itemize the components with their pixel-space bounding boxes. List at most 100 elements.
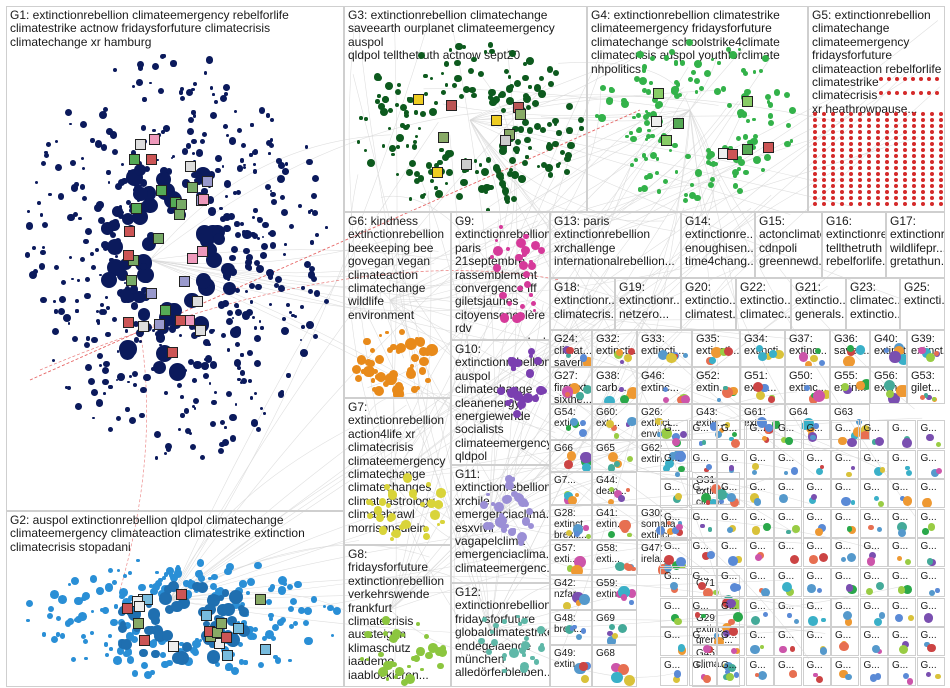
network-node xyxy=(877,526,883,532)
network-node xyxy=(733,672,740,678)
network-node xyxy=(80,634,86,640)
network-node xyxy=(875,183,881,189)
network-node xyxy=(524,136,531,144)
tiny-group-panel: G... xyxy=(688,656,717,686)
network-node xyxy=(893,195,899,201)
network-node xyxy=(729,436,734,441)
network-node xyxy=(830,135,836,141)
network-node xyxy=(252,215,256,219)
network-node xyxy=(193,82,198,87)
network-node xyxy=(113,604,118,609)
network-node xyxy=(231,316,235,320)
network-node xyxy=(416,337,426,347)
network-node xyxy=(604,395,615,403)
group-g44-panel: G44: dean... xyxy=(592,472,637,505)
network-node xyxy=(425,651,433,660)
network-node xyxy=(821,147,827,153)
tiny-group-panel: G... xyxy=(859,627,888,657)
network-node xyxy=(79,121,87,129)
network-node xyxy=(838,436,847,446)
network-node xyxy=(848,147,854,153)
network-node xyxy=(388,633,399,644)
network-node xyxy=(572,624,577,630)
network-node xyxy=(466,88,471,93)
network-edge xyxy=(489,629,675,678)
network-node xyxy=(818,553,828,563)
network-node xyxy=(923,613,934,623)
network-node xyxy=(374,374,381,380)
network-edge xyxy=(419,485,491,631)
network-node xyxy=(264,630,274,639)
network-node xyxy=(271,199,278,205)
tiny-group-panel: G... xyxy=(859,568,888,597)
network-edge xyxy=(499,12,624,281)
network-node xyxy=(628,348,635,356)
network-node xyxy=(261,235,265,239)
network-node xyxy=(54,139,58,143)
network-node xyxy=(847,526,853,532)
network-node xyxy=(219,419,226,425)
tiny-group-panel: G... xyxy=(745,656,774,686)
network-node xyxy=(534,659,540,665)
network-node xyxy=(270,118,275,123)
network-node xyxy=(840,382,850,392)
network-node xyxy=(938,189,944,195)
network-node xyxy=(860,424,869,435)
network-node xyxy=(359,657,364,662)
network-node xyxy=(430,510,440,520)
network-node xyxy=(195,273,212,289)
network-node xyxy=(619,359,625,364)
network-node xyxy=(902,672,910,680)
tiny-group-panel: G... xyxy=(802,656,831,686)
network-node xyxy=(716,489,727,500)
group-g8-panel: G8: fridaysforfuture extinctionrebellion… xyxy=(344,545,451,687)
network-node xyxy=(175,565,182,572)
network-edge xyxy=(389,74,898,481)
network-node xyxy=(538,90,546,98)
network-node xyxy=(607,636,617,644)
tiny-group-panel: G... xyxy=(888,508,916,538)
network-node xyxy=(164,391,169,395)
network-node xyxy=(405,144,410,149)
network-edge xyxy=(149,259,792,321)
network-node xyxy=(675,493,682,500)
network-node xyxy=(93,203,102,212)
network-node xyxy=(929,147,935,153)
network-node xyxy=(197,232,204,240)
network-node xyxy=(672,527,679,534)
network-node xyxy=(383,660,394,671)
network-node xyxy=(107,181,111,184)
network-node xyxy=(843,386,852,395)
network-node xyxy=(400,123,405,128)
network-node xyxy=(117,372,125,381)
network-node xyxy=(878,76,884,82)
network-node xyxy=(875,189,881,195)
user-avatar-icon xyxy=(130,203,142,215)
user-avatar-icon xyxy=(148,134,160,146)
network-edge xyxy=(489,619,826,634)
network-node xyxy=(57,192,65,200)
network-node xyxy=(847,348,855,356)
network-edge xyxy=(449,134,491,631)
network-node xyxy=(213,594,220,602)
network-node xyxy=(709,421,719,431)
network-node xyxy=(898,644,909,654)
tiny-group-label: G... xyxy=(835,630,852,642)
network-node xyxy=(920,153,926,159)
network-node xyxy=(908,615,914,622)
network-node xyxy=(850,466,855,471)
network-node xyxy=(277,162,285,170)
network-node xyxy=(911,171,917,177)
network-node xyxy=(663,387,669,392)
network-node xyxy=(72,211,79,218)
network-node xyxy=(765,423,774,432)
network-node xyxy=(490,630,495,635)
network-node xyxy=(839,135,845,141)
group-g66-panel: G66 xyxy=(550,440,592,472)
network-node xyxy=(266,139,272,146)
network-node xyxy=(306,321,315,329)
network-node xyxy=(138,308,151,321)
network-node xyxy=(173,569,183,579)
network-node xyxy=(405,338,418,351)
network-node xyxy=(848,165,854,171)
